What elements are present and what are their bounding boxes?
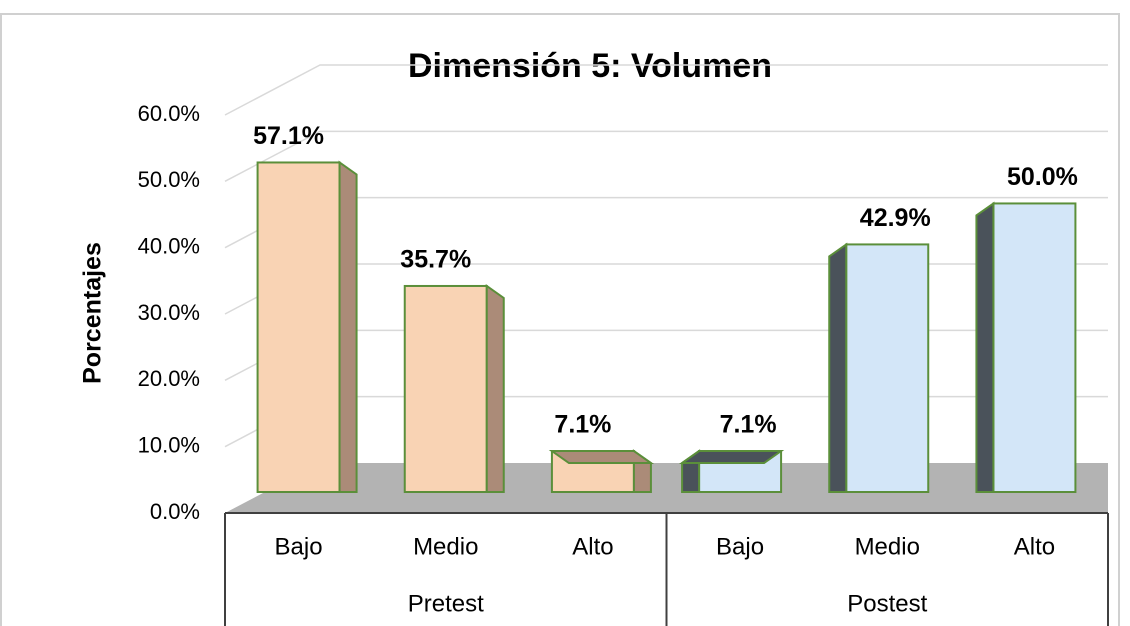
bar-top <box>548 450 655 465</box>
bar <box>992 202 1077 493</box>
data-label: 7.1% <box>554 411 611 439</box>
bar-side <box>828 242 848 493</box>
y-axis-label: Porcentajes <box>79 242 107 384</box>
grid-line <box>224 130 1108 182</box>
bar <box>256 161 341 494</box>
data-label: 57.1% <box>253 122 324 150</box>
y-tick-label: 40.0% <box>138 233 200 258</box>
bar-side <box>485 284 505 493</box>
group-label: Pretest <box>408 590 484 617</box>
grid-line <box>224 64 1108 116</box>
bar <box>845 243 930 493</box>
x-tick-label: Medio <box>413 533 478 560</box>
y-tick-label: 0.0% <box>150 499 200 524</box>
data-label: 7.1% <box>720 411 777 439</box>
x-tick-label: Alto <box>1014 533 1055 560</box>
bar <box>403 284 488 494</box>
group-label: Postest <box>847 590 927 617</box>
data-label: 50.0% <box>1007 163 1078 191</box>
chart-frame <box>0 13 1120 626</box>
x-tick-label: Bajo <box>275 533 323 560</box>
chart-title: Dimensión 5: Volumen <box>408 47 772 85</box>
bar-top <box>678 450 785 465</box>
y-tick-label: 10.0% <box>138 432 200 457</box>
bar-side <box>338 160 358 493</box>
y-tick-label: 60.0% <box>138 101 200 126</box>
y-tick-label: 50.0% <box>138 167 200 192</box>
y-tick-label: 20.0% <box>138 366 200 391</box>
data-label: 42.9% <box>860 204 931 232</box>
y-tick-label: 30.0% <box>138 300 200 325</box>
x-tick-label: Alto <box>572 533 613 560</box>
data-label: 35.7% <box>400 246 471 274</box>
x-tick-label: Bajo <box>716 533 764 560</box>
bar-side <box>975 201 995 493</box>
x-tick-label: Medio <box>855 533 920 560</box>
